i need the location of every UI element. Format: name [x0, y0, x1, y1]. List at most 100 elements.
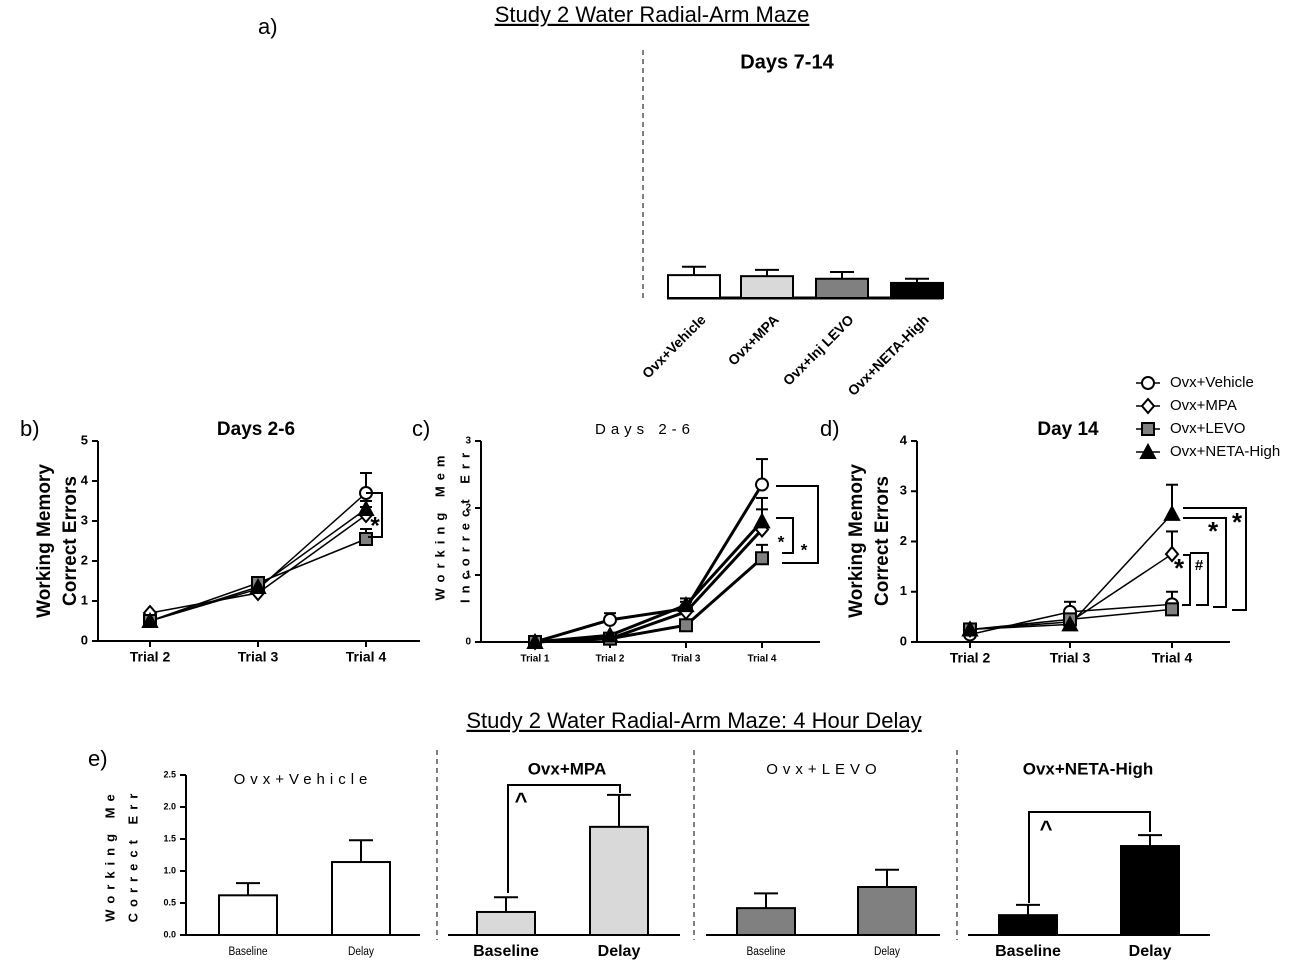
x-tick-label: Baseline [746, 945, 785, 958]
y-tick-label: 3 [81, 512, 88, 527]
y-axis-label: Correct Err [125, 788, 140, 923]
marker [1164, 545, 1180, 563]
panel-label: d) [820, 416, 840, 441]
significance-bracket [1028, 811, 1151, 903]
annotation: ^ [515, 788, 528, 813]
x-tick-label: Delay [598, 943, 641, 960]
section-title: Study 2 Water Radial-Arm Maze [495, 2, 810, 27]
marker [961, 620, 979, 637]
significance-bracket [776, 485, 819, 564]
y-axis-label: Working Mem [432, 450, 447, 601]
series-line [534, 520, 764, 644]
x-tick-label: Delay [874, 945, 900, 958]
legend-label: Ovx+MPA [1170, 397, 1237, 414]
series-line [149, 492, 367, 622]
significance-bracket [1190, 552, 1209, 606]
x-tick-label: Baseline [473, 943, 539, 960]
legend-label: Ovx+NETA-High [1170, 443, 1280, 460]
marker [141, 611, 159, 628]
x-tick-label: Trial 1 [521, 654, 550, 665]
chart-title: Day 14 [1037, 419, 1099, 440]
marker [601, 626, 619, 643]
y-tick-label: 1 [81, 592, 88, 607]
marker [753, 512, 771, 529]
chart-title: Ovx+LEVO [766, 761, 881, 778]
panel-label: c) [412, 416, 430, 441]
marker [1139, 442, 1157, 459]
y-axis-label: Incorrect Err [457, 447, 472, 603]
y-tick-label: 2 [900, 533, 907, 548]
x-tick-label: Ovx+Inj LEVO [780, 311, 857, 388]
y-tick-label: 2.5 [163, 769, 176, 779]
y-tick-label: 0.5 [163, 897, 176, 907]
bar [857, 886, 917, 936]
x-tick-label: Trial 3 [672, 654, 701, 665]
chart-title: Ovx+NETA-High [1023, 759, 1154, 778]
bar [589, 825, 649, 937]
x-tick-label: Ovx+Vehicle [639, 311, 709, 381]
annotation: * [801, 540, 808, 559]
marker [249, 577, 267, 594]
y-tick-label: 3 [900, 483, 907, 498]
x-tick-label: Trial 2 [950, 650, 991, 666]
significance-bracket [1182, 554, 1191, 606]
x-tick-label: Trial 4 [1152, 650, 1193, 666]
chart-title: Ovx+Vehicle [234, 771, 373, 788]
y-tick-label: 2 [81, 552, 88, 567]
y-tick-label: 2.0 [163, 801, 176, 811]
marker [677, 596, 695, 613]
x-tick-label: Baseline [228, 945, 267, 958]
significance-bracket [1183, 507, 1247, 611]
panel-label: b) [20, 416, 40, 441]
bar [998, 914, 1058, 936]
y-tick-label: 1.0 [163, 865, 176, 875]
marker [1165, 602, 1179, 617]
annotation: # [1195, 557, 1204, 574]
y-axis-label: Correct Errors [60, 476, 81, 606]
bar [740, 275, 794, 300]
section-title: Study 2 Water Radial-Arm Maze: 4 Hour De… [466, 708, 921, 733]
y-tick-label: 4 [81, 472, 89, 487]
y-tick-label: 2 [465, 503, 471, 514]
annotation: * [370, 512, 380, 539]
marker [755, 477, 769, 492]
x-tick-label: Trial 3 [238, 649, 279, 665]
marker [1163, 504, 1181, 521]
bar [1120, 845, 1180, 936]
x-tick-label: Trial 2 [130, 649, 171, 665]
y-tick-label: 4 [900, 432, 908, 447]
marker [526, 632, 544, 649]
y-tick-label: 5 [81, 432, 88, 447]
significance-bracket [366, 492, 383, 538]
series-line [534, 483, 764, 644]
annotation: ^ [1040, 816, 1053, 841]
x-tick-label: Delay [348, 945, 374, 958]
y-tick-label: 1 [465, 570, 471, 581]
y-tick-label: 1.5 [163, 833, 176, 843]
y-tick-label: 0 [81, 632, 88, 647]
annotation: * [1208, 516, 1219, 546]
chart-title: Days 2-6 [217, 419, 295, 440]
panel-label: e) [88, 746, 108, 771]
y-axis-label: Correct Errors [872, 476, 893, 606]
significance-bracket [507, 784, 621, 893]
annotation: * [1174, 553, 1185, 583]
x-tick-label: Trial 4 [346, 649, 387, 665]
chart-title: Ovx+MPA [528, 759, 607, 778]
y-axis-label: Working Memory [34, 464, 55, 618]
chart-title: Days 2-6 [595, 421, 695, 438]
bar [890, 281, 944, 300]
panel-label: a) [258, 14, 278, 39]
series-line [534, 557, 763, 644]
bar [218, 894, 278, 937]
bar [476, 910, 536, 937]
marker [1061, 615, 1079, 632]
marker [755, 551, 769, 566]
bar [331, 861, 391, 936]
x-tick-label: Trial 4 [748, 654, 777, 665]
marker [679, 618, 693, 633]
x-tick-label: Delay [1129, 943, 1172, 960]
marker [1141, 422, 1155, 436]
y-tick-label: 0 [900, 633, 907, 648]
